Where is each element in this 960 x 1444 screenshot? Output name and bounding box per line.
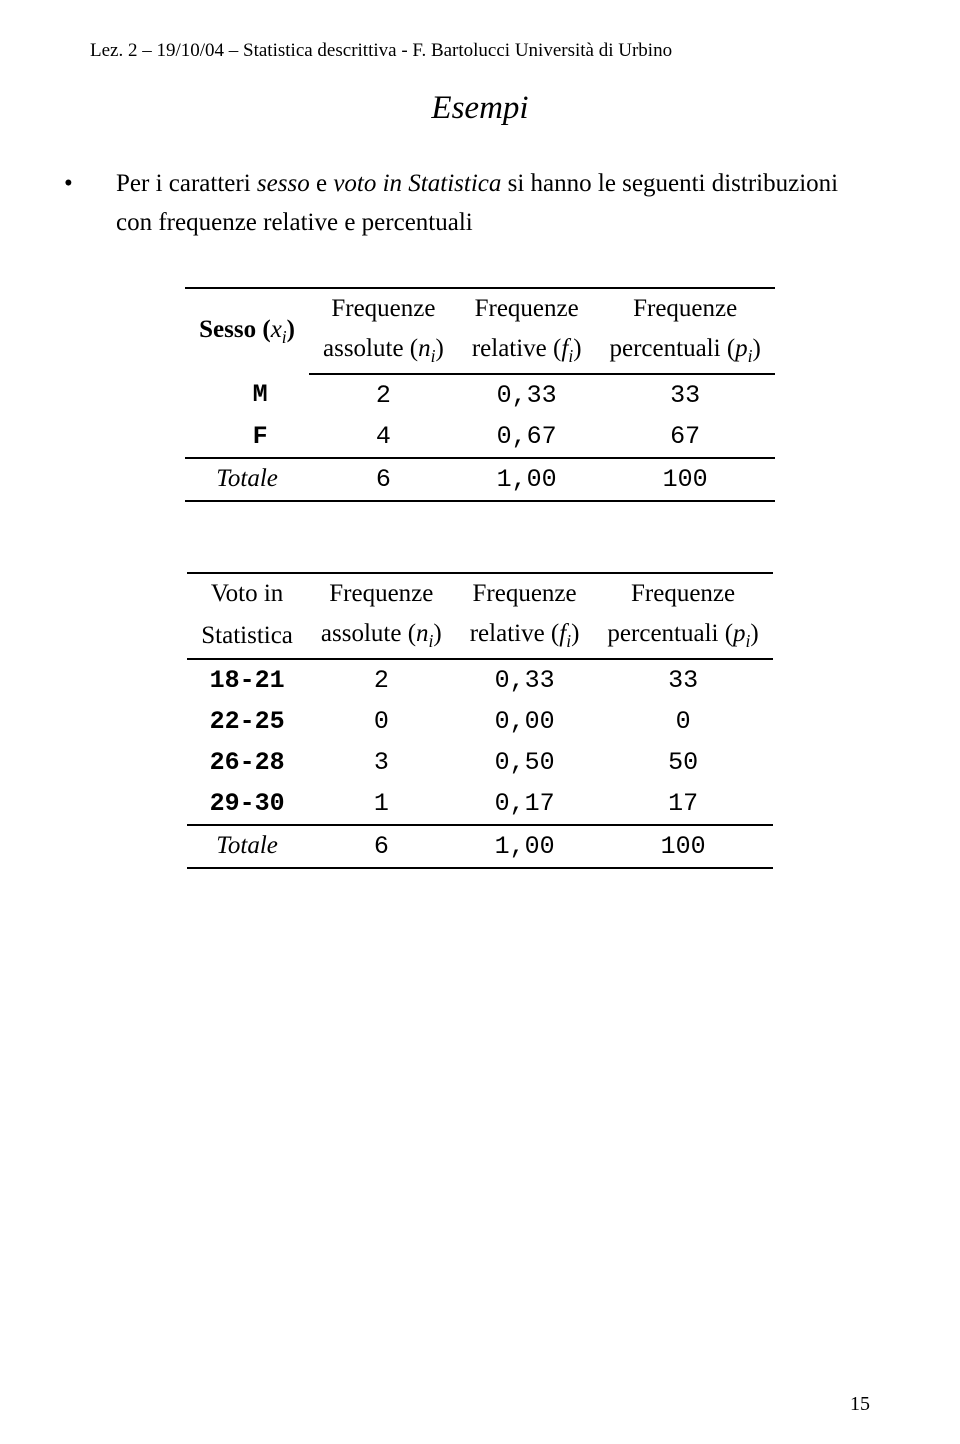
t2-row0-p: 33 bbox=[593, 659, 772, 701]
t1-row0-p: 33 bbox=[596, 374, 775, 416]
t1-row0-n: 2 bbox=[309, 374, 458, 416]
t2-row1-f: 0,00 bbox=[456, 701, 594, 742]
t1-head-abs-l2: assolute (ni) bbox=[309, 329, 458, 374]
t2-head-freq-rel-l1: Frequenze bbox=[456, 573, 594, 614]
t2-head-freq-abs-l1: Frequenze bbox=[307, 573, 456, 614]
t2-head-pct-l2: percentuali (pi) bbox=[593, 614, 772, 659]
t1-head-sesso: Sesso (xi) bbox=[185, 288, 309, 374]
t2-row3-label: 29-30 bbox=[210, 789, 285, 818]
t1-row1-f: 0,67 bbox=[458, 416, 596, 458]
t2-row3-p: 17 bbox=[593, 783, 772, 825]
t1-row0-f: 0,33 bbox=[458, 374, 596, 416]
t1-head-sesso-post: ) bbox=[287, 316, 295, 343]
t1-pct-post: ) bbox=[753, 335, 761, 362]
t2-rel-post: ) bbox=[571, 620, 579, 647]
bullet-icon: • bbox=[90, 165, 116, 204]
t2-row1-p: 0 bbox=[593, 701, 772, 742]
t2-head-rel-l2: relative (fi) bbox=[456, 614, 594, 659]
t2-row2-p: 50 bbox=[593, 742, 772, 783]
t2-row2-f: 0,50 bbox=[456, 742, 594, 783]
table-row-total: Totale 6 1,00 100 bbox=[187, 825, 773, 868]
t1-row1-p: 67 bbox=[596, 416, 775, 458]
t1-abs-post: ) bbox=[436, 335, 444, 362]
t2-head-freq-pct-l1: Frequenze bbox=[593, 573, 772, 614]
intro-italic-voto: voto in Statistica bbox=[333, 170, 501, 197]
table-sesso: Sesso (xi) Frequenze Frequenze Frequenze… bbox=[185, 287, 775, 502]
t2-row1-n: 0 bbox=[307, 701, 456, 742]
t1-row1-n: 4 bbox=[309, 416, 458, 458]
t2-row0-n: 2 bbox=[307, 659, 456, 701]
t1-head-freq-abs-l1: Frequenze bbox=[309, 288, 458, 329]
t2-abs-pre: assolute ( bbox=[321, 620, 416, 647]
t2-abs-post: ) bbox=[433, 620, 441, 647]
t1-abs-pre: assolute ( bbox=[323, 335, 418, 362]
t2-row3-n: 1 bbox=[307, 783, 456, 825]
t1-head-rel-l2: relative (fi) bbox=[458, 329, 596, 374]
t2-head-voto-l1: Voto in bbox=[187, 573, 307, 614]
t2-total-label: Totale bbox=[187, 825, 307, 868]
t1-head-pct-l2: percentuali (pi) bbox=[596, 329, 775, 374]
t2-pct-v: p bbox=[733, 620, 746, 647]
t1-head-freq-pct-l1: Frequenze bbox=[596, 288, 775, 329]
page-header: Lez. 2 – 19/10/04 – Statistica descritti… bbox=[90, 40, 870, 62]
table-row: 22-25 0 0,00 0 bbox=[187, 701, 773, 742]
t2-row2-label: 26-28 bbox=[210, 748, 285, 777]
intro-text-1: Per i caratteri bbox=[116, 170, 257, 197]
t1-row0-label: M bbox=[253, 380, 268, 409]
intro-paragraph: •Per i caratteri sesso e voto in Statist… bbox=[90, 165, 870, 243]
t2-total-f: 1,00 bbox=[456, 825, 594, 868]
intro-text-2: e bbox=[310, 170, 334, 197]
table-row: M 2 0,33 33 bbox=[185, 374, 775, 416]
intro-italic-sesso: sesso bbox=[257, 170, 310, 197]
t1-head-freq-rel-l1: Frequenze bbox=[458, 288, 596, 329]
t2-pct-post: ) bbox=[750, 620, 758, 647]
t1-rel-pre: relative ( bbox=[472, 335, 562, 362]
table-row: 18-21 2 0,33 33 bbox=[187, 659, 773, 701]
t2-pct-pre: percentuali ( bbox=[607, 620, 733, 647]
t2-head-voto-l2: Statistica bbox=[187, 614, 307, 659]
t1-total-n: 6 bbox=[309, 458, 458, 501]
t1-head-sesso-label: Sesso (xi) bbox=[199, 316, 295, 343]
t2-abs-v: n bbox=[416, 620, 429, 647]
t1-total-label: Totale bbox=[185, 458, 309, 501]
table-voto: Voto in Frequenze Frequenze Frequenze St… bbox=[187, 572, 773, 869]
t2-row3-f: 0,17 bbox=[456, 783, 594, 825]
table-row: 29-30 1 0,17 17 bbox=[187, 783, 773, 825]
table-row: F 4 0,67 67 bbox=[185, 416, 775, 458]
t1-head-sesso-var: x bbox=[271, 316, 282, 343]
t2-row1-label: 22-25 bbox=[210, 707, 285, 736]
t2-row0-f: 0,33 bbox=[456, 659, 594, 701]
t1-total-f: 1,00 bbox=[458, 458, 596, 501]
t1-rel-post: ) bbox=[573, 335, 581, 362]
t2-total-p: 100 bbox=[593, 825, 772, 868]
page: Lez. 2 – 19/10/04 – Statistica descritti… bbox=[0, 0, 960, 1444]
t2-head-abs-l2: assolute (ni) bbox=[307, 614, 456, 659]
t2-row2-n: 3 bbox=[307, 742, 456, 783]
t2-total-n: 6 bbox=[307, 825, 456, 868]
page-number: 15 bbox=[850, 1393, 870, 1416]
page-title: Esempi bbox=[90, 90, 870, 127]
t1-row1-label: F bbox=[253, 422, 268, 451]
table-row-total: Totale 6 1,00 100 bbox=[185, 458, 775, 501]
t1-total-p: 100 bbox=[596, 458, 775, 501]
t2-row0-label: 18-21 bbox=[210, 666, 285, 695]
t1-pct-v: p bbox=[735, 335, 748, 362]
t1-abs-v: n bbox=[418, 335, 431, 362]
table-row: 26-28 3 0,50 50 bbox=[187, 742, 773, 783]
t2-rel-pre: relative ( bbox=[470, 620, 560, 647]
t1-head-sesso-pre: Sesso ( bbox=[199, 316, 271, 343]
t1-pct-pre: percentuali ( bbox=[610, 335, 736, 362]
